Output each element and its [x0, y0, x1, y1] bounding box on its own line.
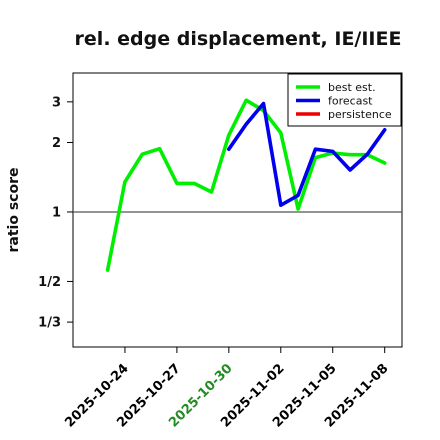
legend-label: forecast: [328, 95, 373, 108]
y-tick-label: 1/2: [38, 275, 61, 290]
y-tick-label: 1: [52, 205, 61, 220]
plot-area: 3211/21/32025-10-242025-10-272025-10-302…: [38, 72, 403, 431]
y-tick-label: 1/3: [38, 316, 61, 331]
y-axis-label: ratio score: [6, 168, 22, 253]
series-line: [105, 98, 387, 272]
y-tick-label: 2: [52, 136, 61, 151]
y-tick-label: 3: [52, 95, 61, 110]
chart-title: rel. edge displacement, IE/IIEE: [75, 28, 402, 50]
legend-label: best est.: [328, 81, 376, 94]
series-line: [227, 101, 387, 207]
legend-label: persistence: [328, 108, 392, 121]
plot-frame: [72, 72, 403, 348]
